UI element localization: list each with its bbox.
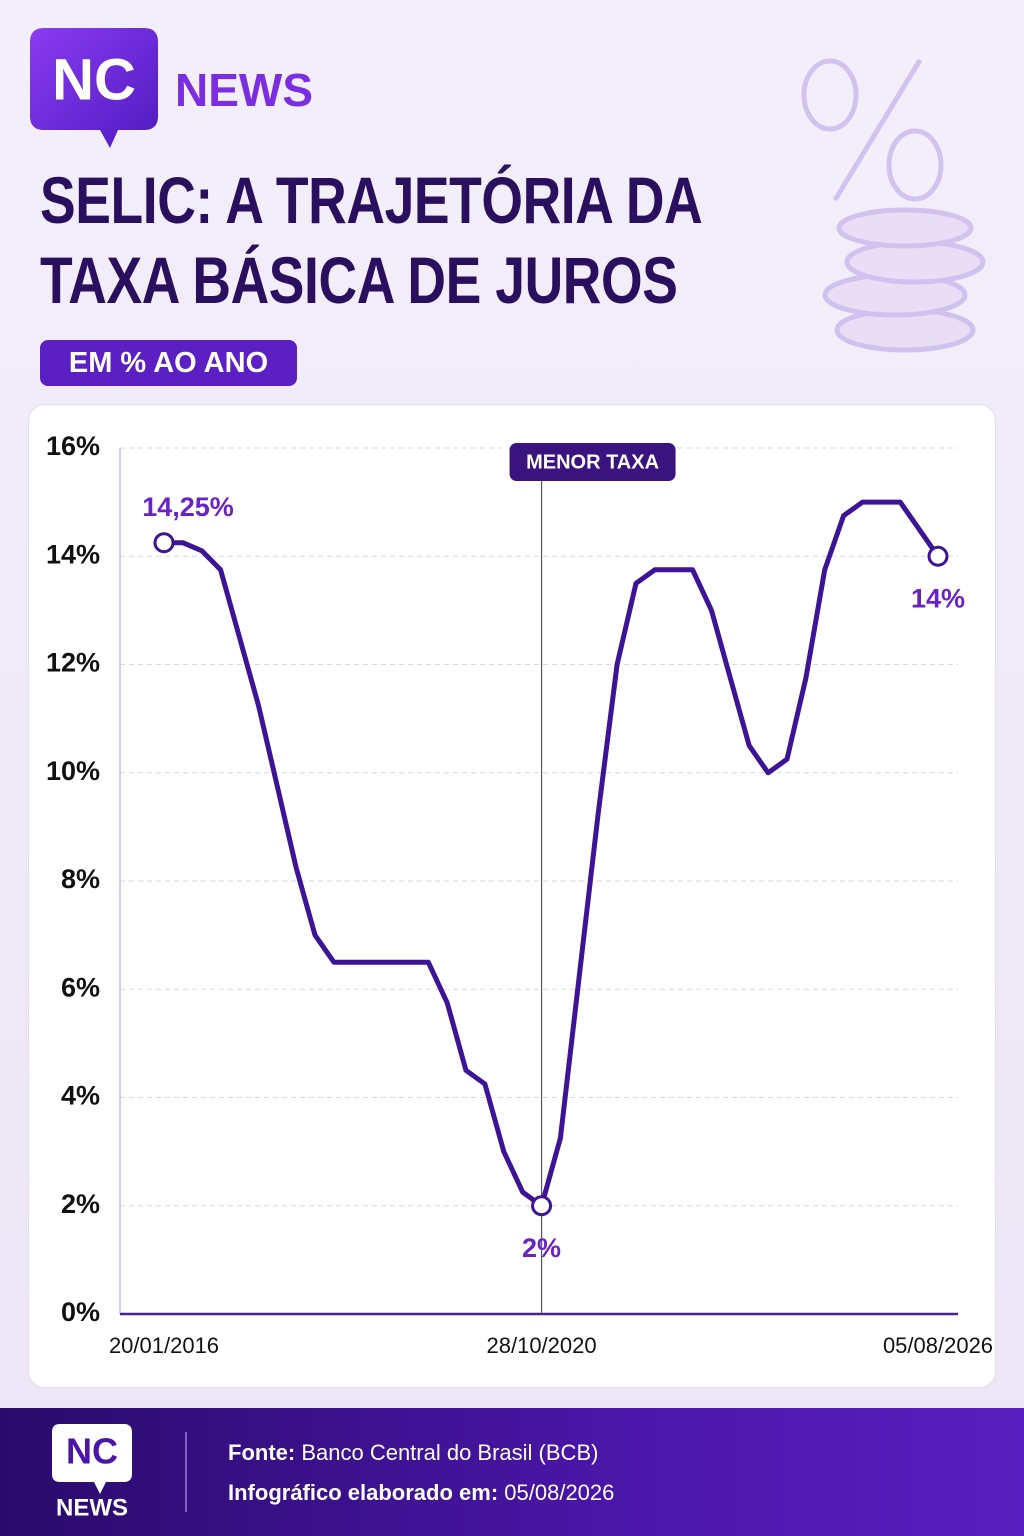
source: Banco Central do Brasil (BCB) bbox=[301, 1440, 599, 1465]
y-tick-label: 10% bbox=[46, 756, 100, 786]
point-marker bbox=[153, 532, 175, 554]
source-label: Fonte: bbox=[228, 1440, 296, 1465]
line bbox=[164, 499, 941, 1209]
percent-icon bbox=[801, 58, 986, 353]
value-label: 2% bbox=[522, 1233, 561, 1263]
footer-brand: NEWS bbox=[56, 1494, 128, 1521]
chart-card bbox=[28, 404, 996, 1388]
date-line: Infográfico elaborado em: 05/08/2026 bbox=[228, 1480, 614, 1506]
y-tick-label: 0% bbox=[61, 1297, 100, 1327]
x-tick-label: 28/10/2020 bbox=[487, 1333, 597, 1358]
logo-text: NC bbox=[52, 47, 136, 112]
point-marker bbox=[531, 1195, 553, 1217]
y-tick-label: 6% bbox=[61, 972, 100, 1002]
annotation: MENOR TAXA bbox=[526, 451, 659, 473]
date-label: Infográfico elaborado em: bbox=[228, 1480, 499, 1505]
y-tick-label: 16% bbox=[46, 431, 100, 461]
y-tick-label: 4% bbox=[61, 1081, 100, 1111]
y-tick-label: 14% bbox=[46, 539, 100, 569]
value-label: 14,25% bbox=[142, 492, 234, 522]
date: 05/08/2026 bbox=[504, 1480, 615, 1505]
footer-logo: NC NEWS bbox=[52, 1424, 187, 1521]
logo-box bbox=[30, 28, 158, 148]
header-art: NC NEWS bbox=[30, 28, 986, 353]
x-tick-label: 20/01/2016 bbox=[109, 1333, 219, 1358]
y-tick-label: 12% bbox=[46, 648, 100, 678]
footer: NC NEWS Fonte: Banco Central do Brasil (… bbox=[0, 1408, 1024, 1536]
y-tick-label: 2% bbox=[61, 1189, 100, 1219]
footer-logo-box bbox=[52, 1424, 132, 1494]
source-line: Fonte: Banco Central do Brasil (BCB) bbox=[228, 1440, 598, 1466]
chart: 0% 2% 4% 6% 8% 10% 12% 14% 16% 20/01/2016 28/10/20… bbox=[46, 431, 993, 1358]
subtitle: EM % AO ANO bbox=[40, 340, 297, 386]
x-tick-label: 05/08/2026 bbox=[883, 1333, 993, 1358]
point-marker bbox=[927, 545, 949, 567]
footer-logo-text: NC bbox=[66, 1431, 118, 1472]
title: SELIC: A TRAJETÓRIA DA TAXA BÁSICA DE JU… bbox=[40, 163, 701, 317]
annotation-box bbox=[509, 443, 676, 481]
value-label: 14% bbox=[911, 583, 965, 613]
brand: NEWS bbox=[175, 64, 313, 116]
y-tick-label: 8% bbox=[61, 864, 100, 894]
